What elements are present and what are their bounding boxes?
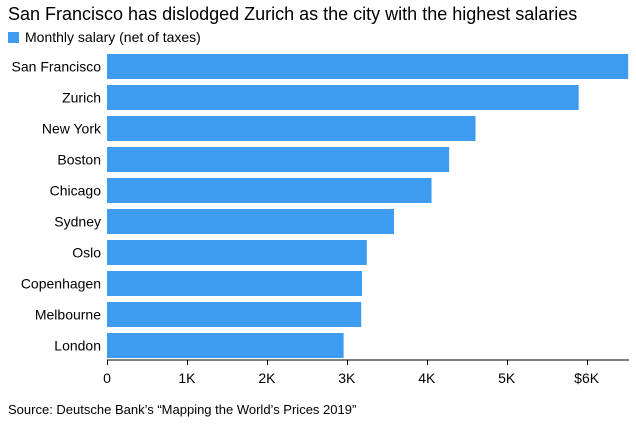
category-label: Boston (57, 152, 101, 168)
bar (107, 85, 579, 110)
legend-swatch (8, 31, 19, 43)
legend: Monthly salary (net of taxes) (8, 29, 201, 45)
source-note: Source: Deutsche Bank’s “Mapping the Wor… (8, 402, 357, 417)
bar (107, 54, 629, 79)
category-label: San Francisco (12, 59, 102, 75)
legend-label: Monthly salary (net of taxes) (25, 29, 201, 45)
bar (107, 333, 344, 358)
bar (107, 271, 363, 296)
x-tick-label: 5K (498, 370, 516, 386)
category-label: Copenhagen (21, 276, 101, 292)
bar (107, 209, 394, 234)
x-tick-label: 1K (178, 370, 196, 386)
bar (107, 240, 367, 265)
category-label: Melbourne (35, 307, 101, 323)
x-tick-label: 3K (338, 370, 356, 386)
x-tick-label: 2K (258, 370, 276, 386)
bar (107, 302, 362, 327)
x-tick-label: 4K (418, 370, 436, 386)
category-label: Sydney (54, 214, 101, 230)
x-tick-label: $6K (574, 370, 600, 386)
bar (107, 116, 476, 141)
x-tick-label: 0 (103, 370, 111, 386)
category-label: London (54, 338, 101, 354)
category-label: New York (42, 121, 102, 137)
chart-title: San Francisco has dislodged Zurich as th… (8, 4, 578, 24)
bar-chart: San Francisco Zurich New York Boston Chicago… (12, 54, 629, 386)
category-label: Zurich (62, 90, 101, 106)
bar (107, 147, 450, 172)
bar (107, 178, 432, 203)
category-label: Chicago (50, 183, 102, 199)
category-label: Oslo (72, 245, 101, 261)
